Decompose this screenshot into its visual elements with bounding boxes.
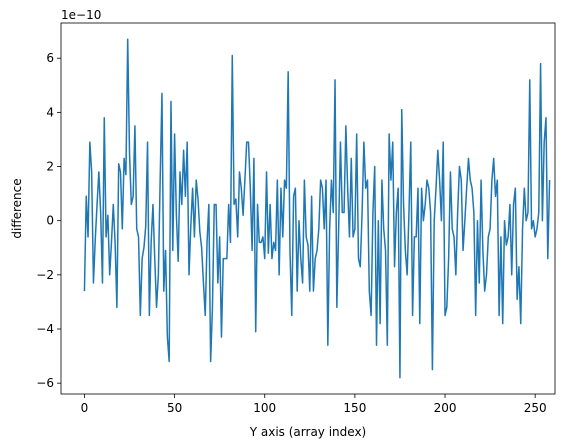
x-axis-label: Y axis (array index) xyxy=(249,425,366,439)
x-tick-label: 0 xyxy=(81,401,89,415)
x-tick-label: 50 xyxy=(167,401,182,415)
plot-area-background xyxy=(61,23,555,394)
y-tick-label: 2 xyxy=(46,160,54,174)
y-axis-ticks: −6 −4 −2 0 2 4 6 xyxy=(36,51,61,390)
y-tick-label: 0 xyxy=(46,214,54,228)
x-axis-ticks: 0 50 100 150 200 250 xyxy=(81,394,547,415)
x-tick-label: 200 xyxy=(434,401,457,415)
x-tick-label: 250 xyxy=(524,401,547,415)
y-axis-label: difference xyxy=(10,178,24,238)
y-tick-label: −4 xyxy=(36,322,54,336)
y-tick-label: −2 xyxy=(36,268,54,282)
x-tick-label: 100 xyxy=(253,401,276,415)
series-layer xyxy=(83,38,551,379)
x-tick-label: 150 xyxy=(343,401,366,415)
y-offset-label: 1e−10 xyxy=(61,8,101,22)
series-line-0 xyxy=(83,38,551,379)
y-tick-label: 6 xyxy=(46,51,54,65)
y-tick-label: 4 xyxy=(46,105,54,119)
y-tick-label: −6 xyxy=(36,376,54,390)
plot-frame xyxy=(60,22,556,395)
